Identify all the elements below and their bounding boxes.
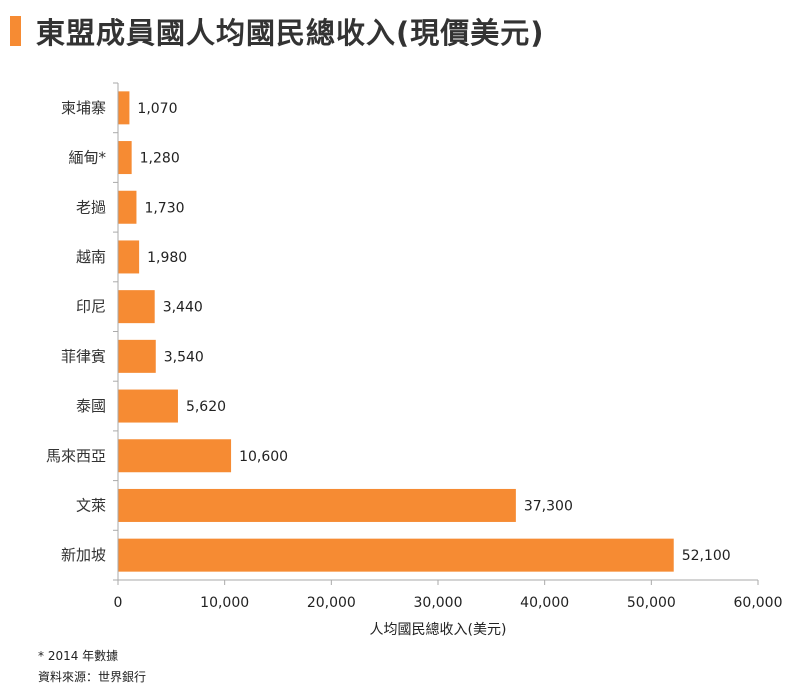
value-label-3: 1,980 [147,250,187,266]
chart-title: 東盟成員國人均國民總收入(現價美元) [36,16,545,50]
value-label-7: 10,600 [239,449,288,465]
category-label-0: 柬埔寨 [61,99,106,117]
value-label-1: 1,280 [140,151,180,167]
x-axis-title: 人均國民總收入(美元) [370,621,507,638]
category-label-1: 緬甸* [68,149,106,167]
value-label-2: 1,730 [144,200,184,216]
value-label-4: 3,440 [163,300,203,316]
bar-7 [118,439,232,473]
x-tick-label-1: 10,000 [200,595,249,611]
title-accent-bar [10,16,21,46]
category-label-3: 越南 [76,248,106,266]
bar-2 [118,190,137,224]
category-label-5: 菲律賓 [61,347,106,365]
bar-8 [118,488,516,522]
category-label-2: 老撾 [76,198,106,216]
category-label-6: 泰國 [76,397,106,415]
value-label-8: 37,300 [524,498,573,514]
value-label-5: 3,540 [164,349,204,365]
category-label-8: 文萊 [76,496,106,514]
bar-6 [118,389,178,423]
bar-9 [118,538,674,572]
value-label-6: 5,620 [186,399,226,415]
category-label-9: 新加坡 [61,546,106,564]
x-tick-label-6: 60,000 [734,595,783,611]
bars-group [118,91,674,572]
bar-5 [118,339,156,373]
x-tick-label-0: 0 [114,595,123,611]
x-tick-label-5: 50,000 [627,595,676,611]
x-ticks-group: 0 10,000 20,000 30,000 40,000 50,000 60,000 [114,580,783,611]
value-label-9: 52,100 [682,548,731,564]
bar-3 [118,240,140,274]
value-label-0: 1,070 [137,101,177,117]
category-label-7: 馬來西亞 [46,447,106,465]
x-tick-label-4: 40,000 [520,595,569,611]
category-label-4: 印尼 [76,298,106,316]
x-tick-label-2: 20,000 [307,595,356,611]
bar-1 [118,141,132,175]
bar-4 [118,290,155,324]
x-tick-label-3: 30,000 [414,595,463,611]
value-labels-group: 1,070 1,280 1,730 1,980 3,440 3,540 5,620 10,60… [137,101,730,564]
footnote: * 2014 年數據 [38,649,119,663]
bar-0 [118,91,130,125]
source-note: 資料來源：世界銀行 [38,670,147,684]
